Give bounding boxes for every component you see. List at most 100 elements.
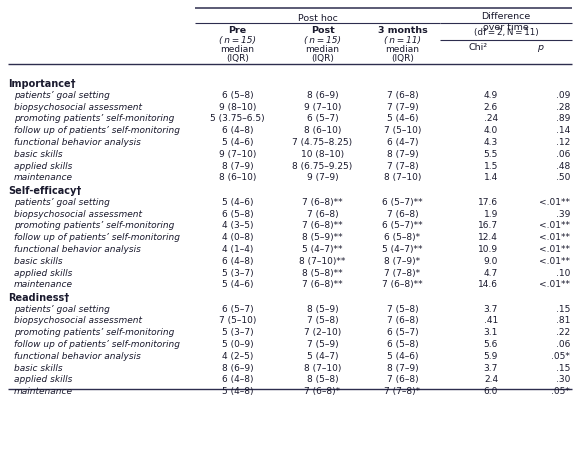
Text: 2.6: 2.6 xyxy=(484,102,498,112)
Text: 8 (7–10): 8 (7–10) xyxy=(304,363,341,372)
Text: .30: .30 xyxy=(556,375,570,383)
Text: 7 (7–8)*: 7 (7–8)* xyxy=(385,268,420,277)
Text: (IQR): (IQR) xyxy=(226,54,249,63)
Text: 7 (7–9): 7 (7–9) xyxy=(387,102,418,112)
Text: .24: .24 xyxy=(484,114,498,123)
Text: 3.7: 3.7 xyxy=(484,363,498,372)
Text: Self-efficacy†: Self-efficacy† xyxy=(8,186,81,195)
Text: .14: .14 xyxy=(556,126,570,135)
Text: 7 (6–8): 7 (6–8) xyxy=(307,209,338,218)
Text: 4.9: 4.9 xyxy=(484,91,498,100)
Text: 7 (5–8): 7 (5–8) xyxy=(387,304,418,313)
Text: .05*: .05* xyxy=(551,351,570,360)
Text: .22: .22 xyxy=(556,327,570,337)
Text: 3.1: 3.1 xyxy=(484,327,498,337)
Text: 8 (7–10)**: 8 (7–10)** xyxy=(299,256,346,265)
Text: promoting patients’ self-monitoring: promoting patients’ self-monitoring xyxy=(14,327,175,337)
Text: 5 (4–8): 5 (4–8) xyxy=(222,386,253,395)
Text: Post: Post xyxy=(311,26,335,35)
Text: biopsychosocial assessment: biopsychosocial assessment xyxy=(14,316,142,325)
Text: 6 (5–8): 6 (5–8) xyxy=(222,209,253,218)
Text: follow up of patients’ self-monitoring: follow up of patients’ self-monitoring xyxy=(14,232,180,242)
Text: 8 (7–9): 8 (7–9) xyxy=(222,161,253,170)
Text: 8 (6–10): 8 (6–10) xyxy=(219,173,256,182)
Text: Pre: Pre xyxy=(229,26,246,35)
Text: 5.9: 5.9 xyxy=(484,351,498,360)
Text: applied skills: applied skills xyxy=(14,268,72,277)
Text: 7 (7–8)*: 7 (7–8)* xyxy=(385,386,420,395)
Text: 5 (4–6): 5 (4–6) xyxy=(222,138,253,147)
Text: functional behavior analysis: functional behavior analysis xyxy=(14,351,141,360)
Text: 7 (6–8)*: 7 (6–8)* xyxy=(304,386,340,395)
Text: 7 (5–9): 7 (5–9) xyxy=(307,339,338,348)
Text: (df = 2, N = 11): (df = 2, N = 11) xyxy=(474,28,538,37)
Text: 8 (6–9): 8 (6–9) xyxy=(222,363,253,372)
Text: 9.0: 9.0 xyxy=(484,256,498,265)
Text: 8 (6–9): 8 (6–9) xyxy=(307,91,338,100)
Text: <.01**: <.01** xyxy=(539,244,570,253)
Text: 1.9: 1.9 xyxy=(484,209,498,218)
Text: 3 months: 3 months xyxy=(378,26,427,35)
Text: 3.7: 3.7 xyxy=(484,304,498,313)
Text: 5 (0–9): 5 (0–9) xyxy=(222,339,253,348)
Text: biopsychosocial assessment: biopsychosocial assessment xyxy=(14,102,142,112)
Text: 6 (4–8): 6 (4–8) xyxy=(222,375,253,383)
Text: biopsychosocial assessment: biopsychosocial assessment xyxy=(14,209,142,218)
Text: follow up of patients’ self-monitoring: follow up of patients’ self-monitoring xyxy=(14,339,180,348)
Text: .81: .81 xyxy=(556,316,570,325)
Text: 8 (5–8): 8 (5–8) xyxy=(307,375,338,383)
Text: .06: .06 xyxy=(556,339,570,348)
Text: 10 (8–10): 10 (8–10) xyxy=(301,150,344,158)
Text: 5 (3–7): 5 (3–7) xyxy=(222,268,253,277)
Text: 6.0: 6.0 xyxy=(484,386,498,395)
Text: 5.5: 5.5 xyxy=(484,150,498,158)
Text: 5 (3–7): 5 (3–7) xyxy=(222,327,253,337)
Text: .12: .12 xyxy=(556,138,570,147)
Text: 4.0: 4.0 xyxy=(484,126,498,135)
Text: promoting patients’ self-monitoring: promoting patients’ self-monitoring xyxy=(14,114,175,123)
Text: 7 (4.75–8.25): 7 (4.75–8.25) xyxy=(292,138,353,147)
Text: 7 (6–8): 7 (6–8) xyxy=(387,375,418,383)
Text: .15: .15 xyxy=(556,304,570,313)
Text: 6 (5–8): 6 (5–8) xyxy=(387,339,418,348)
Text: patients’ goal setting: patients’ goal setting xyxy=(14,91,110,100)
Text: median: median xyxy=(220,45,255,54)
Text: 5 (4–6): 5 (4–6) xyxy=(222,197,253,206)
Text: 7 (6–8)**: 7 (6–8)** xyxy=(302,221,343,230)
Text: maintenance: maintenance xyxy=(14,280,73,288)
Text: 5 (4–6): 5 (4–6) xyxy=(222,280,253,288)
Text: 4 (0–8): 4 (0–8) xyxy=(222,232,253,242)
Text: .39: .39 xyxy=(556,209,570,218)
Text: <.01**: <.01** xyxy=(539,280,570,288)
Text: 4 (3–5): 4 (3–5) xyxy=(222,221,253,230)
Text: 8 (5–9): 8 (5–9) xyxy=(307,304,338,313)
Text: functional behavior analysis: functional behavior analysis xyxy=(14,138,141,147)
Text: .50: .50 xyxy=(556,173,570,182)
Text: .28: .28 xyxy=(556,102,570,112)
Text: 7 (6–8): 7 (6–8) xyxy=(387,316,418,325)
Text: .09: .09 xyxy=(556,91,570,100)
Text: 8 (5–8)**: 8 (5–8)** xyxy=(302,268,343,277)
Text: <.01**: <.01** xyxy=(539,221,570,230)
Text: 6 (4–8): 6 (4–8) xyxy=(222,126,253,135)
Text: 7 (6–8)**: 7 (6–8)** xyxy=(302,197,343,206)
Text: <.01**: <.01** xyxy=(539,256,570,265)
Text: 8 (5–9)**: 8 (5–9)** xyxy=(302,232,343,242)
Text: 8 (7–9): 8 (7–9) xyxy=(387,150,418,158)
Text: 9 (8–10): 9 (8–10) xyxy=(219,102,256,112)
Text: 6 (5–7)**: 6 (5–7)** xyxy=(382,221,423,230)
Text: applied skills: applied skills xyxy=(14,161,72,170)
Text: 12.4: 12.4 xyxy=(478,232,498,242)
Text: 7 (5–10): 7 (5–10) xyxy=(219,316,256,325)
Text: .41: .41 xyxy=(484,316,498,325)
Text: (IQR): (IQR) xyxy=(311,54,334,63)
Text: <.01**: <.01** xyxy=(539,197,570,206)
Text: .48: .48 xyxy=(556,161,570,170)
Text: 7 (6–8)**: 7 (6–8)** xyxy=(382,280,423,288)
Text: 4 (1–4): 4 (1–4) xyxy=(222,244,253,253)
Text: 7 (5–8): 7 (5–8) xyxy=(307,316,338,325)
Text: 6 (5–7): 6 (5–7) xyxy=(307,114,338,123)
Text: maintenance: maintenance xyxy=(14,173,73,182)
Text: 7 (6–8)**: 7 (6–8)** xyxy=(302,280,343,288)
Text: 6 (4–7): 6 (4–7) xyxy=(387,138,418,147)
